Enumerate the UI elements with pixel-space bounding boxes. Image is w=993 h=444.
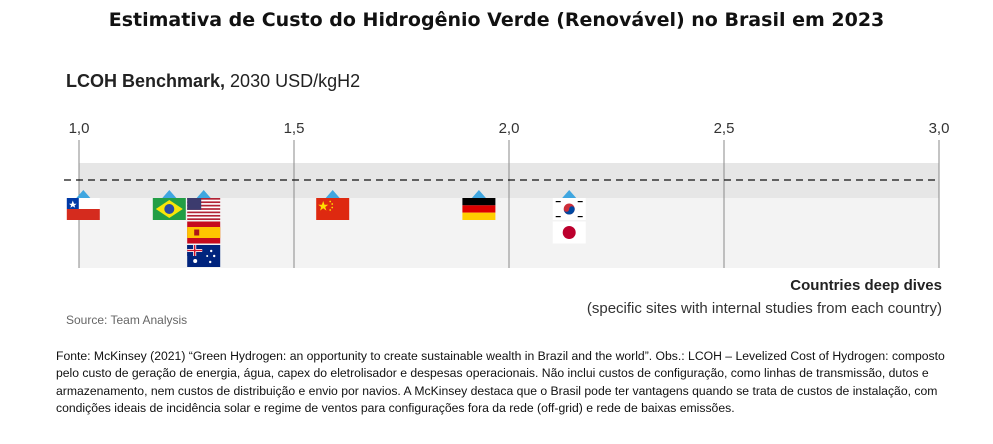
x-tick-label: 2,5 (714, 120, 735, 137)
flag-spain-icon (187, 221, 221, 244)
flag-usa-icon (187, 198, 221, 220)
chart-title-units: 2030 USD/kgH2 (225, 71, 361, 91)
chart-title: LCOH Benchmark, 2030 USD/kgH2 (66, 71, 360, 92)
flag-korea-icon (552, 198, 586, 220)
axis-note: (specific sites with internal studies fr… (586, 300, 942, 317)
page-title: Estimativa de Custo do Hidrogênio Verde … (108, 9, 885, 31)
flag-chile-icon (66, 198, 100, 220)
lcoh-marker (325, 190, 340, 198)
flag-australia-icon (187, 245, 221, 267)
lcoh-marker (162, 190, 177, 198)
x-tick-label: 1,5 (284, 120, 305, 137)
x-tick-label: 2,0 (499, 120, 520, 137)
x-tick-label: 1,0 (69, 120, 90, 137)
flag-germany-icon (462, 198, 496, 220)
flag-brazil-icon (152, 198, 186, 220)
axis-note-bold: Countries deep dives (790, 277, 942, 294)
lcoh-marker (562, 190, 577, 198)
flag-japan-icon (552, 221, 586, 244)
x-tick-label: 3,0 (929, 120, 950, 137)
footnote: Fonte: McKinsey (2021) “Green Hydrogen: … (56, 349, 945, 415)
chart-source: Source: Team Analysis (66, 313, 188, 327)
flag-china-icon (316, 198, 350, 220)
lcoh-marker (471, 190, 486, 198)
lcoh-marker (76, 190, 91, 198)
chart-title-bold: LCOH Benchmark, (66, 71, 226, 91)
lcoh-marker (196, 190, 211, 198)
